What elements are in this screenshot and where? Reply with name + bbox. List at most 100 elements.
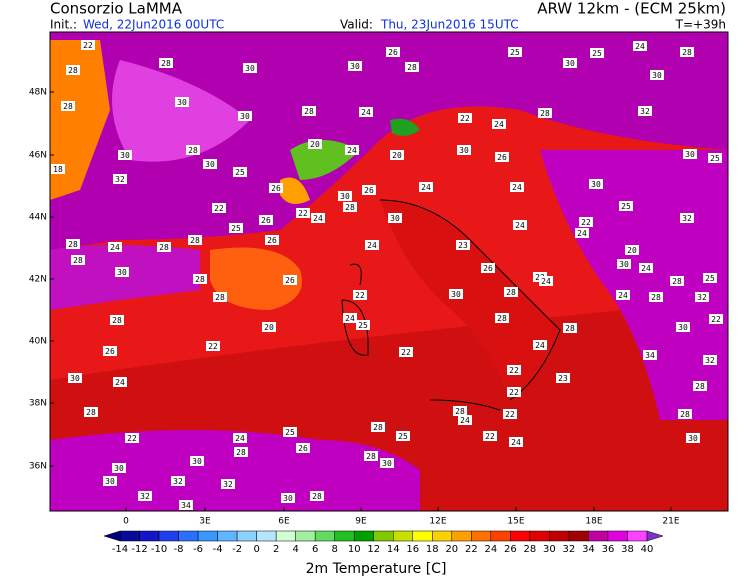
temperature-label: 22 <box>485 432 495 441</box>
label-box <box>179 500 193 510</box>
coastline <box>341 199 561 411</box>
temperature-label: 24 <box>367 241 377 250</box>
temperature-label: 24 <box>541 277 551 286</box>
colorbar-box <box>393 530 414 542</box>
colorbar-label: 32 <box>563 544 576 555</box>
colorbar-box <box>373 530 394 542</box>
colorbar-box <box>607 530 628 542</box>
temperature-label: 24 <box>515 221 525 230</box>
temperature-label: 25 <box>510 48 520 57</box>
temperature-label: 24 <box>512 183 522 192</box>
temperature-label: 20 <box>627 246 637 255</box>
label-box <box>419 182 433 192</box>
label-box <box>708 153 722 163</box>
colorbar-box <box>451 530 472 542</box>
temperature-label: 26 <box>105 347 115 356</box>
label-box <box>590 48 604 58</box>
temperature-label: 22 <box>298 209 308 218</box>
temperature-label: 25 <box>235 168 245 177</box>
temperature-label: 24 <box>635 42 645 51</box>
colorbar-box <box>158 530 179 542</box>
label-box <box>481 263 495 273</box>
title: Consorzio LaMMA <box>50 0 183 18</box>
temperature-label: 28 <box>345 203 355 212</box>
temperature-label: 26 <box>483 264 493 273</box>
label-box <box>458 415 472 425</box>
colorbar-label: 4 <box>292 544 298 555</box>
temperature-label: 22 <box>401 348 411 357</box>
colorbar-label: 0 <box>253 544 259 555</box>
label-box <box>617 259 631 269</box>
temperature-label: 30 <box>451 290 461 299</box>
temperature-label: 28 <box>695 382 705 391</box>
label-box <box>269 183 283 193</box>
colorbar-box <box>275 530 296 542</box>
lat-label: 42N <box>29 275 47 285</box>
label-box <box>296 208 310 218</box>
temperature-label: 30 <box>114 464 124 473</box>
label-box <box>483 431 497 441</box>
lat-label: 48N <box>29 88 47 98</box>
colorbar-box <box>529 530 550 542</box>
temperature-label: 20 <box>264 323 274 332</box>
label-box <box>159 58 173 68</box>
temperature-label: 28 <box>506 288 516 297</box>
colorbar-label: -6 <box>193 544 203 555</box>
model: ARW 12km - (ECM 25km) <box>537 0 726 18</box>
label-box <box>703 273 717 283</box>
temperature-label: 28 <box>68 66 78 75</box>
colorbar-box <box>549 530 570 542</box>
temperature-label: 28 <box>680 410 690 419</box>
label-box <box>171 476 185 486</box>
label-box <box>390 150 404 160</box>
label-box <box>399 347 413 357</box>
temperature-label: 24 <box>345 314 355 323</box>
colorbar-over <box>646 530 664 542</box>
temperature-label: 22 <box>711 315 721 324</box>
label-box <box>633 41 647 51</box>
colorbar-label: -8 <box>174 544 184 555</box>
temperature-label: 22 <box>509 366 519 375</box>
temperature-label: 28 <box>195 275 205 284</box>
label-box <box>680 47 694 57</box>
label-box <box>110 315 124 325</box>
colorbar-label: 36 <box>602 544 615 555</box>
colorbar-label: 6 <box>312 544 318 555</box>
temperature-label: 30 <box>240 112 250 121</box>
temperature-label: 24 <box>535 341 545 350</box>
temperature-label: 32 <box>705 356 715 365</box>
label-box <box>359 107 373 117</box>
temperature-label: 25 <box>358 321 368 330</box>
temperature-label: 24 <box>361 108 371 117</box>
temperature-label: 26 <box>285 276 295 285</box>
label-box <box>492 119 506 129</box>
label-box <box>563 58 577 68</box>
label-box <box>364 451 378 461</box>
colorbar-box <box>334 530 355 542</box>
temperature-label: 25 <box>710 154 720 163</box>
label-box <box>638 106 652 116</box>
land-north <box>50 32 728 250</box>
colorbar-box <box>119 530 140 542</box>
label-box <box>365 240 379 250</box>
temperature-label: 30 <box>245 64 255 73</box>
colorbar-label: -10 <box>151 544 167 555</box>
temperature-label: 30 <box>70 374 80 383</box>
label-box <box>193 274 207 284</box>
label-box <box>510 182 524 192</box>
label-box <box>238 111 252 121</box>
temperature-label: 26 <box>497 153 507 162</box>
colorbar-label: 20 <box>445 544 458 555</box>
label-box <box>495 152 509 162</box>
temperature-label: 26 <box>261 216 271 225</box>
label-box <box>157 242 171 252</box>
label-box <box>51 164 65 174</box>
colorbar-label: 14 <box>387 544 400 555</box>
temperature-label: 30 <box>678 323 688 332</box>
temperature-label: 20 <box>310 140 320 149</box>
label-box <box>229 223 243 233</box>
label-box <box>680 213 694 223</box>
temperature-label: 30 <box>340 192 350 201</box>
label-box <box>670 276 684 286</box>
temperature-label: 32 <box>682 214 692 223</box>
